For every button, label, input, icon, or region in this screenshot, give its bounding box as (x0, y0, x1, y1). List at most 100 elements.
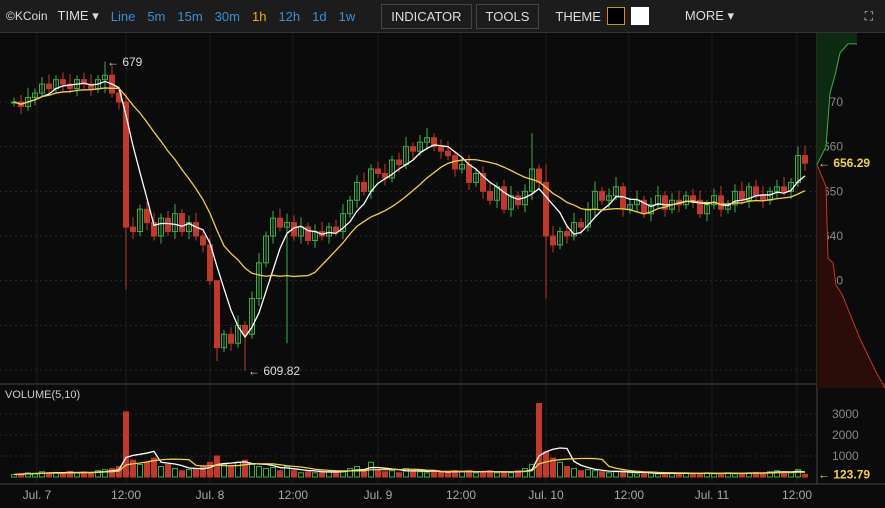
volume-bar (158, 466, 164, 478)
candle-body (473, 172, 479, 183)
candle-body (326, 226, 332, 237)
volume-bar (270, 467, 276, 478)
volume-bar (494, 472, 500, 478)
time-tick: Jul. 8 (196, 488, 225, 502)
candle-body (690, 195, 696, 201)
candle-body (249, 298, 255, 335)
volume-bar (95, 470, 101, 478)
candle-body (487, 190, 493, 201)
volume-bar (221, 463, 227, 478)
time-tick: Jul. 9 (364, 488, 393, 502)
volume-bar (599, 471, 605, 478)
volume-ma10-line (13, 457, 806, 476)
candle-body (459, 164, 465, 170)
candle-body (480, 172, 486, 192)
depth-bid-line (816, 43, 857, 165)
candle-body (515, 195, 521, 206)
candle-body (438, 146, 444, 152)
volume-bar (382, 471, 388, 478)
time-tick: Jul. 7 (23, 488, 52, 502)
candle-body (172, 213, 178, 233)
candle-body (571, 222, 577, 237)
volume-bar (25, 472, 31, 478)
volume-bar (536, 403, 542, 478)
volume-bar (487, 470, 493, 478)
volume-bar (312, 472, 318, 478)
tools-button[interactable]: TOOLS (475, 3, 540, 29)
candle-body (200, 235, 206, 246)
candle-body (144, 208, 150, 224)
volume-bar (109, 468, 115, 478)
interval-5m[interactable]: 5m (147, 8, 166, 24)
candle-body (165, 217, 171, 233)
candle-body (221, 333, 227, 349)
time-dropdown[interactable]: TIME ▾ (57, 8, 99, 23)
volume-bar (417, 471, 423, 478)
candle-body (648, 204, 654, 215)
volume-bar (424, 472, 430, 478)
time-tick: Jul. 11 (695, 488, 730, 502)
volume-bar (795, 469, 801, 478)
kcoin-logo: ©KCoin (6, 9, 48, 23)
price-chart[interactable]: 610620630640650660670100020003000Jul. 71… (0, 33, 885, 508)
indicator-button[interactable]: INDICATOR (381, 3, 472, 29)
theme-dark-swatch[interactable] (606, 7, 625, 25)
candle-body (158, 217, 164, 237)
volume-bar (774, 470, 780, 478)
volume-bar (508, 472, 514, 478)
candle-body (802, 155, 808, 164)
interval-1w[interactable]: 1w (338, 8, 356, 24)
volume-bar (389, 470, 395, 478)
volume-bar (802, 473, 808, 478)
volume-bar (585, 469, 591, 478)
interval-15m[interactable]: 15m (177, 8, 203, 24)
candle-body (613, 186, 619, 197)
interval-12h[interactable]: 12h (278, 8, 301, 24)
candle-body (445, 150, 451, 157)
volume-bar (606, 472, 612, 478)
candle-body (508, 195, 514, 210)
candle-body (46, 83, 52, 90)
volume-bar (277, 470, 283, 478)
volume-bar (256, 466, 262, 478)
volume-bar (473, 472, 479, 478)
candle-body (340, 213, 346, 233)
candle-body (81, 79, 87, 85)
candle-body (536, 168, 542, 183)
interval-1d[interactable]: 1d (312, 8, 327, 24)
candle-body (557, 231, 563, 246)
interval-1h[interactable]: 1h (251, 8, 267, 24)
volume-bar (151, 457, 157, 478)
candle-body (725, 204, 731, 210)
expand-icon[interactable]: ⛶ (864, 9, 873, 23)
candle-body (501, 186, 507, 210)
interval-Line[interactable]: Line (110, 8, 136, 24)
volume-bar (305, 471, 311, 478)
volume-bar (298, 472, 304, 478)
volume-bar (137, 463, 143, 478)
theme-light-swatch[interactable] (630, 7, 649, 25)
volume-bar (333, 472, 339, 478)
candle-body (214, 280, 220, 349)
interval-30m[interactable]: 30m (214, 8, 240, 24)
candle-body (102, 74, 108, 81)
candle-body (718, 195, 724, 210)
volume-tick: 3000 (832, 407, 859, 421)
volume-bar (592, 470, 598, 478)
candle-body (634, 199, 640, 206)
volume-bar (480, 471, 486, 478)
interval-list: Line 5m 15m 30m 1h 12h 1d 1w (99, 9, 356, 24)
candle-body (711, 195, 717, 206)
candle-body (263, 235, 269, 264)
more-dropdown[interactable]: MORE ▾ (684, 8, 735, 23)
volume-bar (263, 468, 269, 478)
volume-bar (515, 470, 521, 478)
volume-bar (67, 471, 73, 478)
candle-body (578, 222, 584, 228)
volume-bar (165, 463, 171, 478)
volume-bar (396, 472, 402, 478)
volume-bar (284, 466, 290, 478)
candle-body (424, 137, 430, 143)
candle-body (347, 199, 353, 215)
price-tick: 640 (823, 229, 843, 243)
